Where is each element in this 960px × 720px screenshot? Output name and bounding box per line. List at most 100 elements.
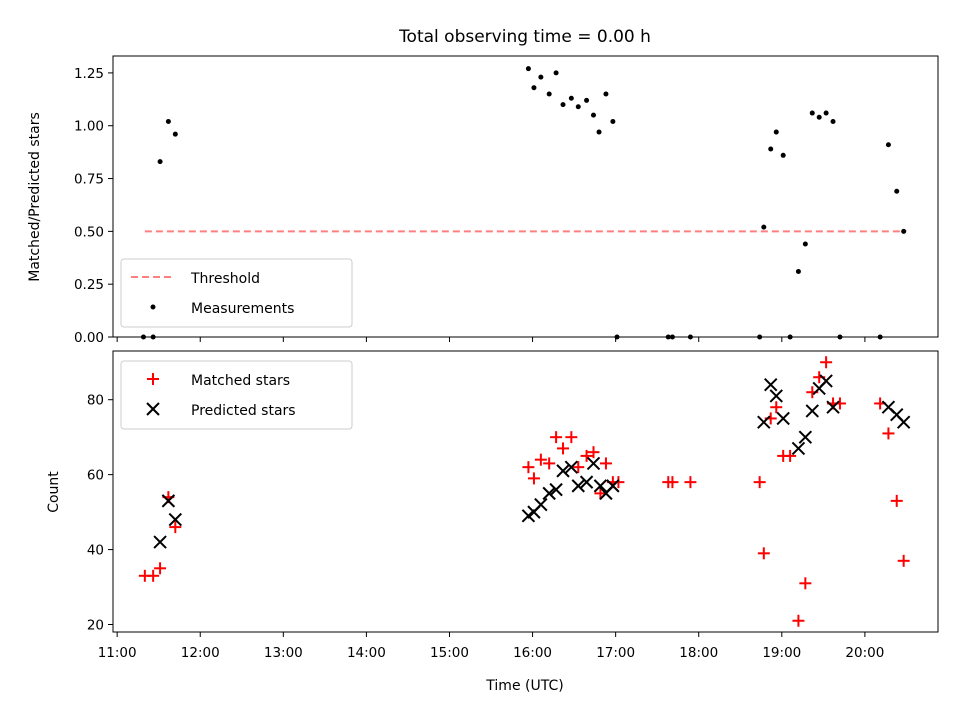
matched-point xyxy=(565,431,578,444)
top-y-tick-label: 0.50 xyxy=(74,224,104,240)
matched-point xyxy=(169,521,182,534)
measurement-point xyxy=(780,152,786,158)
matched-point xyxy=(543,457,556,470)
bottom-x-tick-label: 16:00 xyxy=(513,645,552,661)
matched-point xyxy=(572,461,585,474)
top-y-tick-label: 0.00 xyxy=(74,330,104,346)
top-y-tick-label: 0.75 xyxy=(74,172,104,188)
measurement-point xyxy=(885,142,891,148)
predicted-point xyxy=(776,411,790,426)
bottom-x-tick-label: 18:00 xyxy=(679,645,718,661)
measurement-point xyxy=(165,118,171,124)
measurement-point xyxy=(553,70,559,76)
predicted-point xyxy=(556,464,570,478)
measurement-point xyxy=(773,129,779,135)
matched-point xyxy=(757,547,770,560)
matched-point xyxy=(792,614,805,627)
predicted-point xyxy=(564,460,579,474)
predicted-point xyxy=(769,389,783,403)
measurement-point xyxy=(584,97,590,103)
matched-point xyxy=(527,472,540,485)
measurement-point xyxy=(894,188,900,194)
predicted-point xyxy=(542,486,556,501)
matched-point xyxy=(154,562,167,575)
matched-point xyxy=(882,427,895,440)
matched-point xyxy=(580,449,593,462)
matched-point xyxy=(534,453,547,466)
top-plot-frame xyxy=(112,55,939,338)
top-legend-box xyxy=(120,258,353,328)
measurement-point xyxy=(809,110,815,116)
predicted-point xyxy=(798,430,813,444)
measurement-point xyxy=(901,228,907,234)
predicted-point xyxy=(757,415,771,429)
predicted-point xyxy=(896,415,911,429)
bottom-x-tick-label: 17:00 xyxy=(596,645,635,661)
matched-point xyxy=(587,446,600,459)
bottom-x-tick-label: 12:00 xyxy=(181,645,220,661)
predicted-point xyxy=(826,400,840,414)
measurement-point xyxy=(603,91,609,97)
predicted-point xyxy=(168,512,183,527)
bottom-x-tick-label: 20:00 xyxy=(845,645,884,661)
measurement-point xyxy=(568,95,574,101)
matched-point xyxy=(820,356,833,369)
measurement-point xyxy=(802,241,808,247)
matched-point xyxy=(753,476,766,489)
predicted-point xyxy=(764,378,778,392)
legend-matched-swatch xyxy=(147,373,159,385)
predicted-point xyxy=(579,475,594,489)
legend-measurements-swatch xyxy=(150,304,156,310)
matched-point xyxy=(890,494,903,507)
bottom-y-axis-label: Count xyxy=(46,471,62,513)
bottom-x-tick-label: 19:00 xyxy=(762,645,801,661)
top-y-axis-label: Matched/Predicted stars xyxy=(27,112,43,282)
top-legend: Threshold Measurements xyxy=(120,258,353,328)
bottom-panel: 20 40 60 80 11:00 12:00 13:00 14:00 15:00 16:00 1… xyxy=(46,350,939,694)
matched-point xyxy=(784,449,797,462)
measurement-point xyxy=(761,224,767,230)
measurement-point xyxy=(525,66,531,72)
legend-matched-label: Matched stars xyxy=(191,373,290,389)
chart-title: Total observing time = 0.00 h xyxy=(398,27,651,47)
bottom-legend-box xyxy=(120,360,353,430)
measurement-point xyxy=(531,85,537,91)
matched-point xyxy=(666,476,679,489)
top-y-tick-label: 1.00 xyxy=(74,119,104,135)
matched-point xyxy=(557,442,570,455)
measurement-point xyxy=(575,104,581,110)
measurement-point xyxy=(538,74,544,80)
legend-predicted-label: Predicted stars xyxy=(191,403,296,419)
x-axis-label: Time (UTC) xyxy=(485,678,563,694)
bottom-x-tick-label: 15:00 xyxy=(430,645,469,661)
predicted-point xyxy=(593,479,608,493)
legend-measurements-label: Measurements xyxy=(191,301,294,317)
predicted-point xyxy=(606,479,620,493)
bottom-x-tick-label: 14:00 xyxy=(347,645,386,661)
matched-point xyxy=(612,476,625,489)
measurement-point xyxy=(546,91,552,97)
bottom-y-tick-label: 80 xyxy=(87,393,104,409)
top-y-tick-label: 0.25 xyxy=(74,277,104,293)
bottom-y-tick-label: 40 xyxy=(87,543,104,559)
predicted-point xyxy=(549,482,563,497)
measurement-point xyxy=(172,131,178,137)
top-panel: 0.00 0.25 0.50 0.75 1.00 1.25 Matched/Predict… xyxy=(27,55,939,346)
measurement-point xyxy=(157,159,163,165)
predicted-point xyxy=(161,494,176,508)
bottom-x-tick-label: 11:00 xyxy=(98,645,137,661)
measurement-point xyxy=(816,114,822,120)
bottom-plot-frame xyxy=(112,350,939,633)
legend-predicted-swatch xyxy=(146,402,160,416)
bottom-y-tick-label: 20 xyxy=(87,618,104,634)
matched-point xyxy=(522,461,535,474)
matched-point xyxy=(897,554,910,567)
matched-point xyxy=(684,476,697,489)
matched-point xyxy=(599,457,612,470)
matched-point xyxy=(799,577,812,590)
measurement-point xyxy=(795,269,801,275)
matched-point xyxy=(147,569,160,582)
measurement-point xyxy=(768,146,774,152)
legend-threshold-label: Threshold xyxy=(190,271,260,287)
